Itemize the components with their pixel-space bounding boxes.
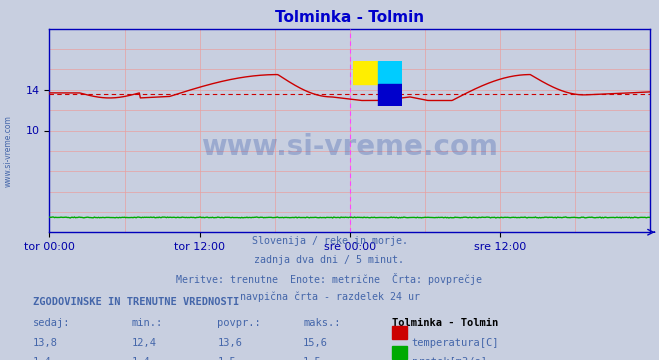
Title: Tolminka - Tolmin: Tolminka - Tolmin	[275, 10, 424, 25]
Bar	[378, 84, 403, 106]
Text: 1,4: 1,4	[132, 357, 150, 360]
Text: sedaj:: sedaj:	[33, 318, 71, 328]
Text: www.si-vreme.com: www.si-vreme.com	[3, 115, 13, 187]
Text: 1,5: 1,5	[217, 357, 236, 360]
Text: 13,6: 13,6	[217, 338, 243, 348]
Text: navpična črta - razdelek 24 ur: navpična črta - razdelek 24 ur	[239, 292, 420, 302]
Text: 1,5: 1,5	[303, 357, 322, 360]
Text: temperatura[C]: temperatura[C]	[412, 338, 500, 348]
Text: min.:: min.:	[132, 318, 163, 328]
Bar	[353, 61, 378, 84]
Text: ZGODOVINSKE IN TRENUTNE VREDNOSTI: ZGODOVINSKE IN TRENUTNE VREDNOSTI	[33, 297, 239, 307]
Text: 12,4: 12,4	[132, 338, 157, 348]
Text: povpr.:: povpr.:	[217, 318, 261, 328]
Text: Slovenija / reke in morje.: Slovenija / reke in morje.	[252, 236, 407, 246]
Text: 1,4: 1,4	[33, 357, 51, 360]
Text: 15,6: 15,6	[303, 338, 328, 348]
Text: Tolminka - Tolmin: Tolminka - Tolmin	[392, 318, 498, 328]
Text: Meritve: trenutne  Enote: metrične  Črta: povprečje: Meritve: trenutne Enote: metrične Črta: …	[177, 273, 482, 285]
Bar	[378, 61, 403, 84]
Text: pretok[m3/s]: pretok[m3/s]	[412, 357, 487, 360]
Text: maks.:: maks.:	[303, 318, 341, 328]
Text: www.si-vreme.com: www.si-vreme.com	[202, 133, 498, 161]
Text: zadnja dva dni / 5 minut.: zadnja dva dni / 5 minut.	[254, 255, 405, 265]
Text: 13,8: 13,8	[33, 338, 58, 348]
